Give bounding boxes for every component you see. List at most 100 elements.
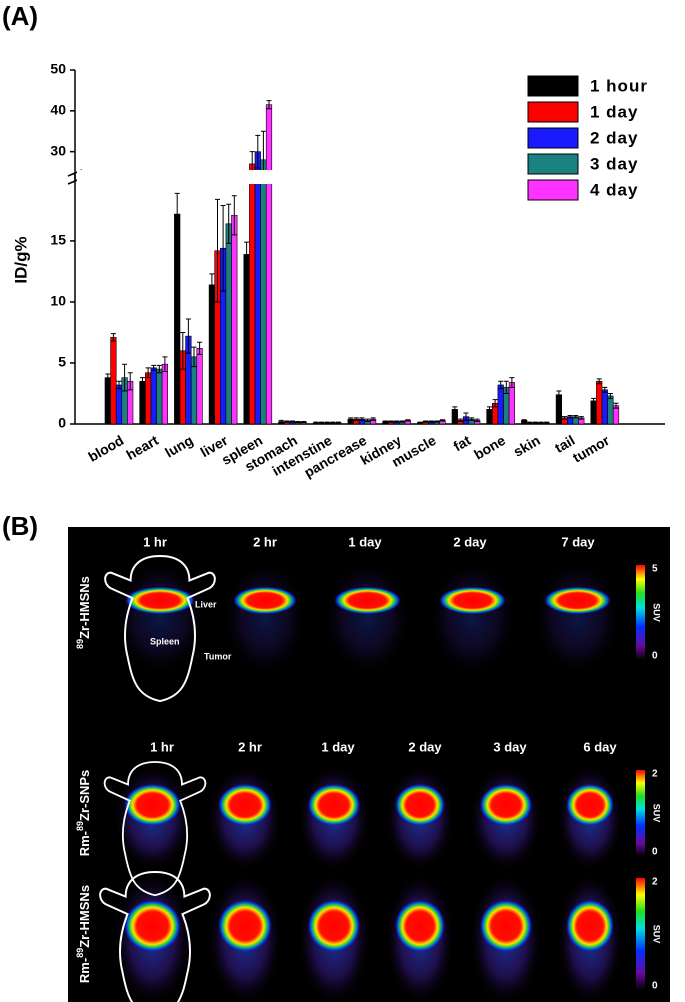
- time-label: 1 hr: [143, 534, 167, 549]
- error-bar: [348, 417, 354, 421]
- bar: [225, 223, 232, 425]
- error-bar: [562, 416, 567, 420]
- time-label: 2 day: [453, 534, 487, 549]
- error-bar: [215, 198, 220, 303]
- y-tick-label: 5: [58, 354, 66, 370]
- pet-hotspot: [438, 586, 507, 615]
- error-bar: [487, 406, 492, 413]
- colorbar-min: 0: [652, 981, 658, 992]
- x-tick-label: heart: [123, 432, 161, 463]
- error-bar: [607, 392, 613, 399]
- bar: [265, 104, 273, 425]
- error-bar: [220, 205, 226, 292]
- pet-images: 1 hr 2 hr 1 day 2 day 7 day89Zr-HMSNs50SUV1 …: [75, 534, 662, 1002]
- error-bar: [335, 421, 341, 424]
- y-tick-label: 50: [50, 61, 66, 77]
- pet-hotspot: [218, 899, 272, 953]
- error-bar: [399, 420, 405, 423]
- legend-label: 2 day: [590, 128, 638, 147]
- error-bar: [110, 333, 116, 342]
- colorbar-min: 0: [652, 651, 658, 662]
- time-label: 2 day: [408, 739, 442, 754]
- error-bar: [503, 380, 509, 394]
- error-bar: [295, 421, 301, 424]
- error-bar: [532, 421, 538, 424]
- annotation: Spleen: [150, 636, 180, 646]
- row-label-part: 89: [75, 821, 85, 831]
- error-bar: [209, 273, 215, 297]
- x-tick-label: tumor: [570, 432, 613, 466]
- pet-hotspot: [479, 783, 533, 827]
- error-bar: [330, 421, 336, 424]
- time-label: 1 hr: [150, 739, 174, 754]
- pet-hotspot: [124, 586, 196, 615]
- x-tick-label: skin: [510, 432, 542, 460]
- pet-haze: [535, 562, 620, 673]
- colorbar-min: 0: [652, 847, 658, 858]
- error-bar: [591, 397, 597, 404]
- pet-hotspot: [124, 783, 181, 827]
- pet-haze: [325, 562, 410, 673]
- colorbar-max: 2: [652, 877, 658, 888]
- bar: [590, 400, 597, 425]
- annotation: Liver: [195, 599, 217, 609]
- panel-label: (B): [2, 511, 38, 541]
- colorbar-max: 5: [652, 564, 658, 575]
- row-label-part: Rm-: [77, 958, 92, 983]
- error-bar: [382, 420, 388, 423]
- error-bar: [405, 419, 411, 422]
- error-bar: [440, 419, 445, 422]
- error-bar: [457, 418, 463, 423]
- x-tick-label: lung: [162, 432, 196, 461]
- legend-label: 1 day: [590, 102, 638, 121]
- error-bar: [452, 406, 458, 413]
- pet-hotspot: [394, 899, 446, 953]
- error-bar: [521, 419, 527, 422]
- error-bar: [122, 363, 128, 392]
- error-bar: [266, 100, 272, 110]
- x-tick-label: bone: [471, 432, 508, 463]
- bar: [497, 384, 504, 425]
- bar: [161, 363, 169, 425]
- error-bar: [313, 421, 319, 424]
- error-bar: [578, 416, 584, 420]
- error-bar: [284, 420, 290, 423]
- bar: [607, 395, 614, 425]
- row-label: Rm-89Zr-SNPs: [75, 770, 92, 857]
- row-label-part: Zr-HMSNs: [77, 885, 92, 948]
- time-label: 6 day: [583, 739, 617, 754]
- error-bar: [538, 421, 544, 424]
- bar: [254, 151, 261, 425]
- colorbar: [636, 770, 645, 856]
- colorbar-max: 2: [652, 769, 658, 780]
- colorbar-unit: SUV: [652, 925, 662, 944]
- axis-break-gap: [77, 170, 667, 184]
- error-bar: [162, 356, 168, 373]
- bar: [104, 377, 111, 425]
- error-bar: [301, 421, 307, 424]
- pet-hotspot: [479, 899, 533, 953]
- bar: [139, 380, 146, 425]
- pet-haze: [116, 562, 204, 673]
- error-bar: [116, 380, 122, 390]
- pet-hotspot: [307, 783, 361, 827]
- bar: [145, 372, 152, 425]
- y-tick-label: 0: [58, 415, 66, 431]
- error-bar: [492, 399, 498, 408]
- error-bar: [423, 420, 429, 423]
- error-bar: [469, 417, 475, 421]
- bar: [231, 214, 238, 425]
- pet-haze: [225, 562, 305, 673]
- error-bar: [509, 377, 515, 388]
- legend-swatch: [527, 153, 579, 175]
- bar: [196, 348, 203, 425]
- row-label-part: Rm-: [77, 831, 92, 856]
- bar: [174, 213, 181, 425]
- error-bar: [156, 364, 162, 374]
- error-bar: [544, 421, 550, 424]
- error-bar: [498, 380, 504, 390]
- error-bar: [613, 402, 619, 409]
- error-bar: [556, 390, 562, 399]
- time-label: 2 hr: [253, 534, 277, 549]
